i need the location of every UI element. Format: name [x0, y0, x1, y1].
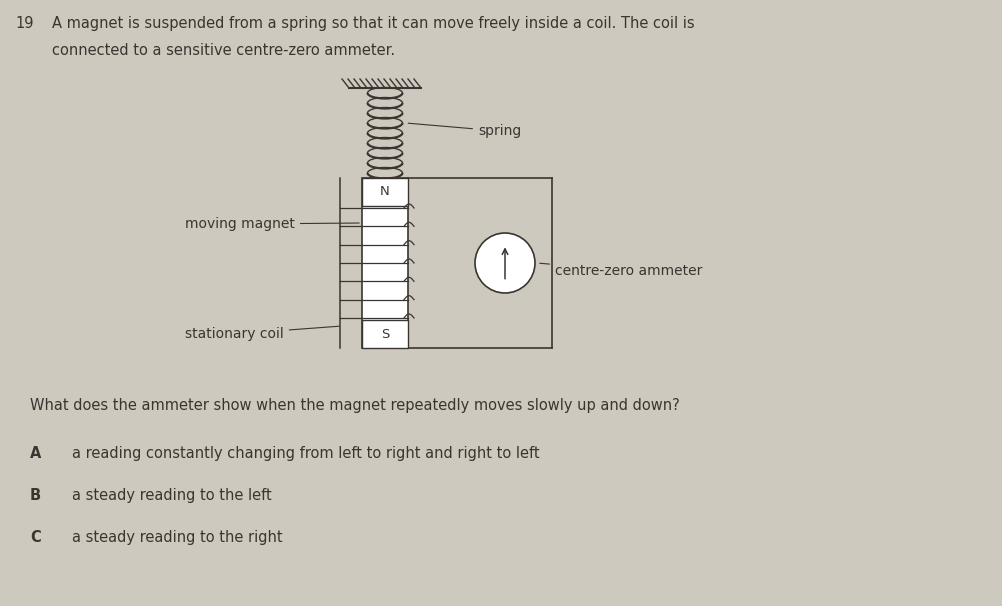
- Text: spring: spring: [408, 123, 521, 138]
- Text: 19: 19: [15, 16, 33, 31]
- Bar: [362, 178, 408, 206]
- Text: What does the ammeter show when the magnet repeatedly moves slowly up and down?: What does the ammeter show when the magn…: [30, 398, 679, 413]
- Circle shape: [475, 233, 535, 293]
- Bar: [362, 320, 408, 348]
- Text: moving magnet: moving magnet: [185, 217, 360, 231]
- Text: S: S: [381, 327, 389, 341]
- Text: a steady reading to the right: a steady reading to the right: [72, 530, 283, 545]
- Text: connected to a sensitive centre-zero ammeter.: connected to a sensitive centre-zero amm…: [52, 43, 395, 58]
- Text: A magnet is suspended from a spring so that it can move freely inside a coil. Th: A magnet is suspended from a spring so t…: [52, 16, 694, 31]
- Text: a steady reading to the left: a steady reading to the left: [72, 488, 272, 503]
- Text: A: A: [30, 446, 41, 461]
- Text: a reading constantly changing from left to right and right to left: a reading constantly changing from left …: [72, 446, 540, 461]
- Text: stationary coil: stationary coil: [185, 326, 340, 341]
- Text: N: N: [380, 185, 390, 199]
- Text: C: C: [30, 530, 41, 545]
- Text: centre-zero ammeter: centre-zero ammeter: [540, 263, 702, 278]
- Text: B: B: [30, 488, 41, 503]
- Bar: [362, 178, 408, 348]
